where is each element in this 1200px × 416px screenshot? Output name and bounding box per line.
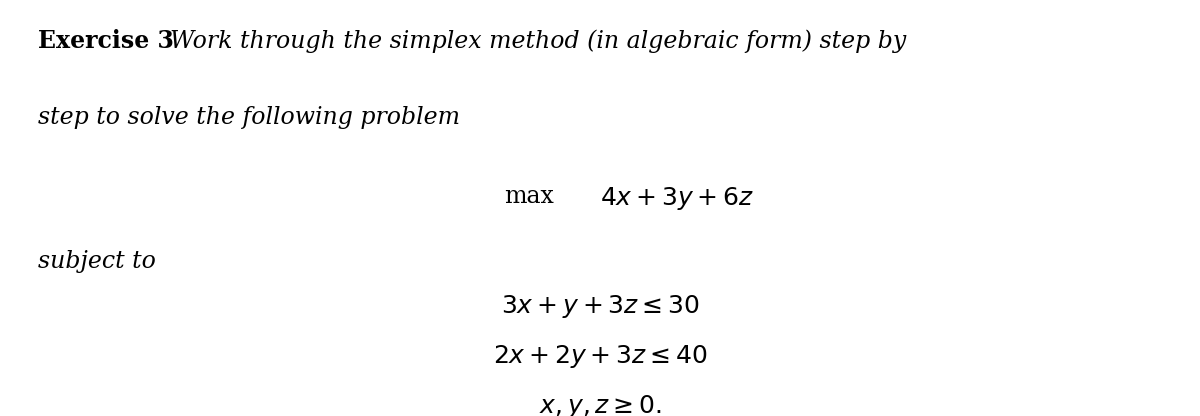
Text: $x, y, z \geq 0.$: $x, y, z \geq 0.$: [539, 393, 661, 416]
Text: $3x + y + 3z \leq 30$: $3x + y + 3z \leq 30$: [500, 293, 700, 320]
Text: $4x + 3y + 6z$: $4x + 3y + 6z$: [600, 185, 755, 212]
Text: subject to: subject to: [38, 250, 156, 272]
Text: $2x + 2y + 3z \leq 40$: $2x + 2y + 3z \leq 40$: [493, 343, 707, 370]
Text: Exercise 3: Exercise 3: [38, 29, 174, 53]
Text: Work through the simplex method (in algebraic form) step by: Work through the simplex method (in alge…: [170, 29, 907, 53]
Text: step to solve the following problem: step to solve the following problem: [38, 106, 461, 129]
Text: max: max: [504, 185, 553, 208]
